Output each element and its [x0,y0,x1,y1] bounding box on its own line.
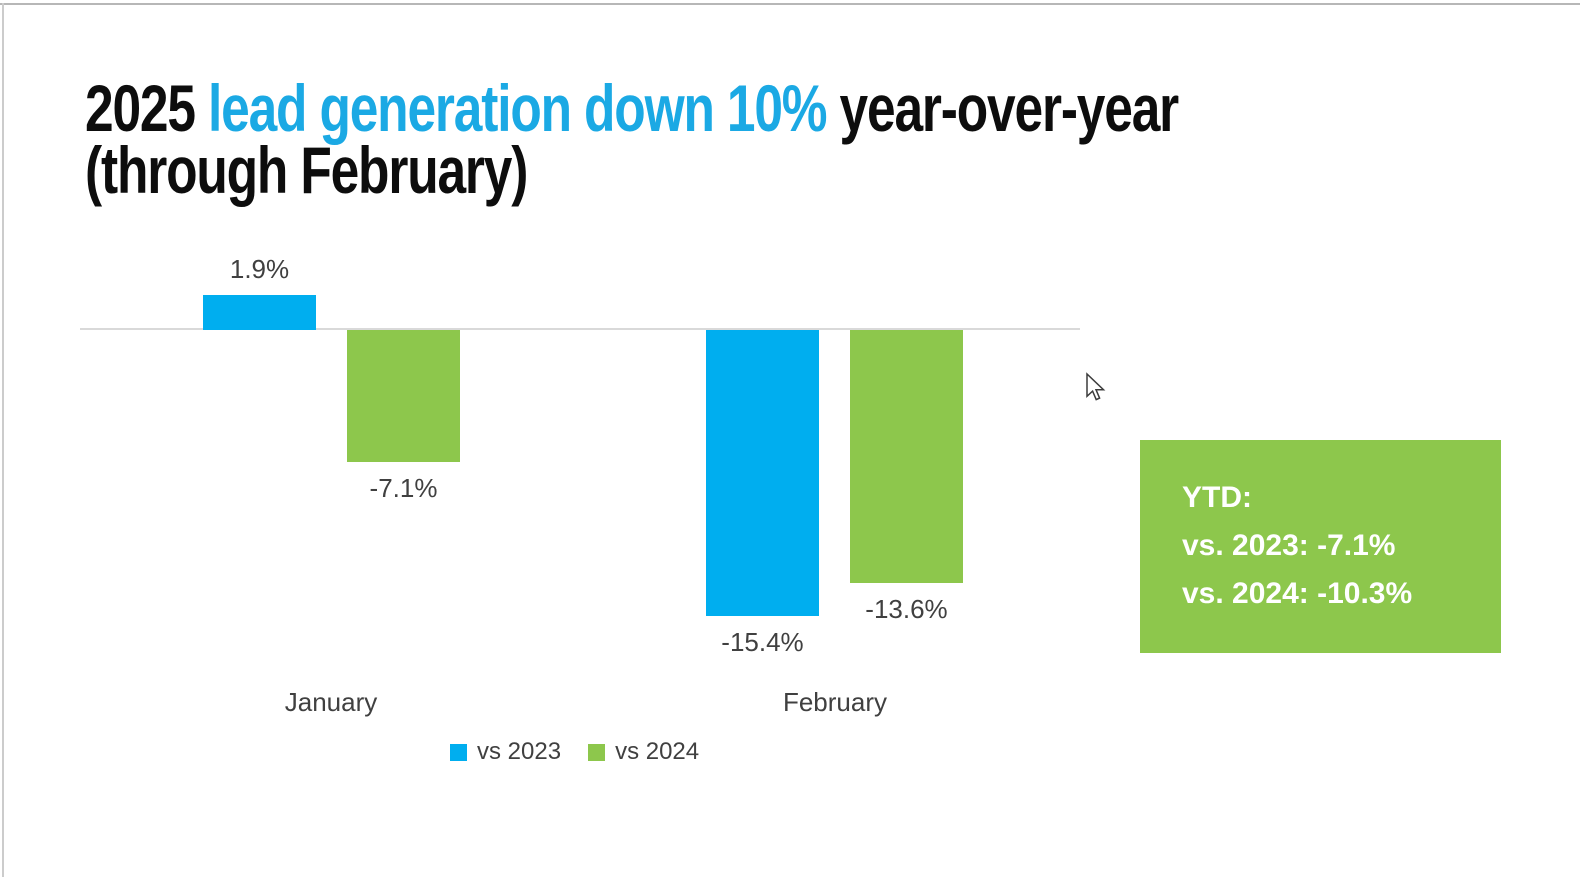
chart-title: 2025 lead generation down 10% year-over-… [85,75,1450,203]
zero-axis-line [80,328,1080,330]
ytd-line-vs-2024: vs. 2024: -10.3% [1182,577,1413,610]
title-highlight: lead generation down 10% [207,71,828,145]
bar-january-vs-2023[interactable] [203,295,316,330]
data-label-january-vs-2023: 1.9% [229,254,290,284]
legend-item-vs-2024[interactable]: vs 2024 [588,738,699,766]
ytd-annotation-box[interactable]: YTD: vs. 2023: -7.1% vs. 2024: -10.3% [1140,440,1501,653]
data-label-february-vs-2024: -13.6% [865,594,948,624]
title-suffix: year-over-year [826,71,1180,145]
bar-february-vs-2024[interactable] [850,330,963,583]
legend-label-vs-2024: vs 2024 [615,738,700,765]
bar-january-vs-2024[interactable] [347,330,460,462]
legend-item-vs-2023[interactable]: vs 2023 [450,738,561,766]
title-prefix: 2025 [85,71,208,145]
category-label-february: February [782,687,888,717]
data-label-january-vs-2024: -7.1% [369,473,438,503]
title-line2: (through February) [85,133,528,207]
legend-label-vs-2023: vs 2023 [477,738,562,765]
window-top-border [0,3,1580,5]
bar-february-vs-2023[interactable] [706,330,819,616]
chart-legend: vs 2023 vs 2024 [450,738,699,766]
ytd-line-heading: YTD: [1182,481,1252,514]
legend-swatch-vs-2023 [450,743,467,761]
category-label-january: January [284,687,378,717]
window-left-border [2,3,4,877]
ytd-line-vs-2023: vs. 2023: -7.1% [1182,529,1396,562]
data-label-february-vs-2023: -15.4% [721,627,804,657]
legend-swatch-vs-2024 [588,743,606,761]
mouse-cursor-icon [1086,372,1106,401]
